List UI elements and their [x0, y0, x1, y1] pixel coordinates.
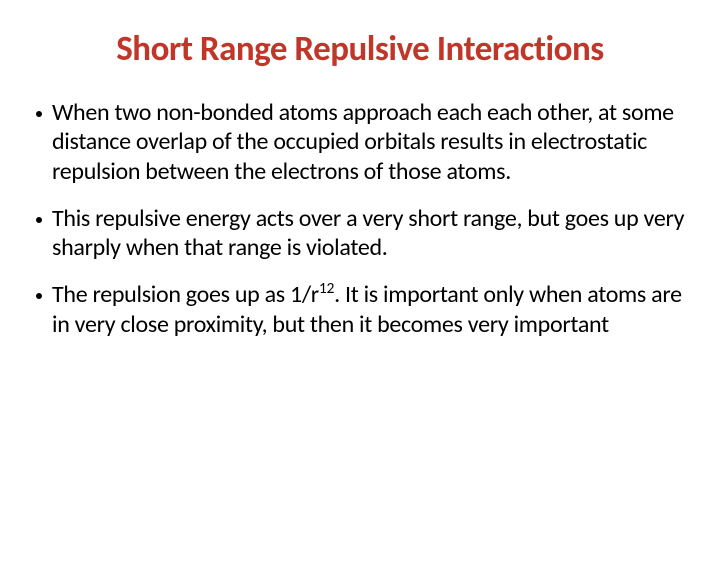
bullet-dot-icon [36, 217, 42, 223]
bullet-text: The repulsion goes up as 1/r12. It is im… [52, 280, 686, 339]
slide-title: Short Range Repulsive Interactions [0, 28, 720, 70]
bullet-list: When two non-bonded atoms approach each … [0, 98, 720, 339]
bullet-dot-icon [36, 111, 42, 117]
bullet-text: When two non-bonded atoms approach each … [52, 98, 686, 186]
list-item: The repulsion goes up as 1/r12. It is im… [34, 280, 686, 339]
list-item: This repulsive energy acts over a very s… [34, 204, 686, 263]
bullet-dot-icon [36, 293, 42, 299]
bullet-text: This repulsive energy acts over a very s… [52, 204, 686, 263]
list-item: When two non-bonded atoms approach each … [34, 98, 686, 186]
